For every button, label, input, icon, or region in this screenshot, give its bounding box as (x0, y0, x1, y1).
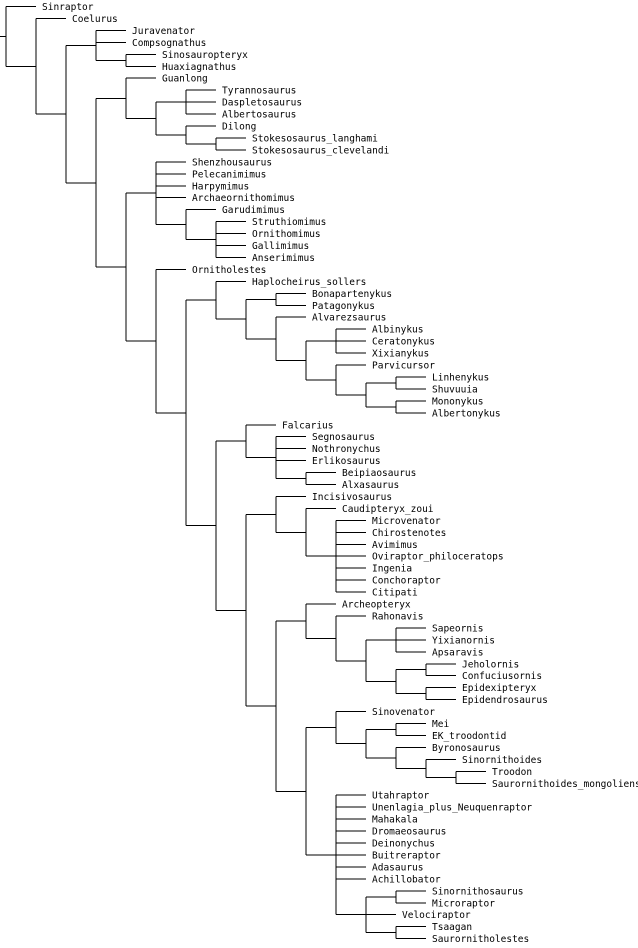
taxon-label-guanlong: Guanlong (162, 74, 208, 85)
taxon-label-nothronychus: Nothronychus (312, 444, 381, 455)
taxon-label-ornitholestes: Ornitholestes (192, 265, 266, 276)
taxon-label-sinraptor: Sinraptor (42, 2, 94, 13)
taxon-label-unenlagia-plus-neuquenraptor: Unenlagia_plus_Neuquenraptor (372, 803, 532, 814)
taxon-label-anserimimus: Anserimimus (252, 253, 315, 264)
taxon-label-alxasaurus: Alxasaurus (342, 480, 399, 491)
taxon-label-ek-troodontid: EK_troodontid (432, 731, 506, 742)
taxon-label-ingenia: Ingenia (372, 564, 412, 575)
taxon-label-juravenator: Juravenator (132, 26, 195, 37)
taxon-label-dilong: Dilong (222, 122, 256, 133)
taxon-label-stokesosaurus-langhami: Stokesosaurus_langhami (252, 133, 378, 144)
taxon-label-ceratonykus: Ceratonykus (372, 337, 435, 348)
taxon-label-gallimimus: Gallimimus (252, 241, 309, 252)
taxon-label-sinornithosaurus: Sinornithosaurus (432, 886, 524, 897)
taxon-label-caudipteryx-zoui: Caudipteryx_zoui (342, 504, 434, 515)
taxon-label-albinykus: Albinykus (372, 325, 423, 336)
taxon-label-albertosaurus: Albertosaurus (222, 110, 296, 121)
taxon-label-sinovenator: Sinovenator (372, 707, 435, 718)
taxon-label-coelurus: Coelurus (72, 14, 118, 25)
taxon-label-harpymimus: Harpymimus (192, 181, 249, 192)
taxon-label-tsaagan: Tsaagan (432, 922, 472, 933)
taxon-label-albertonykus: Albertonykus (432, 408, 501, 419)
taxon-label-archaeornithomimus: Archaeornithomimus (192, 193, 295, 204)
taxon-label-jeholornis: Jeholornis (462, 659, 519, 670)
taxon-label-buitreraptor: Buitreraptor (372, 850, 441, 861)
taxon-label-huaxiagnathus: Huaxiagnathus (162, 62, 236, 73)
taxon-label-ornithomimus: Ornithomimus (252, 229, 321, 240)
taxon-label-mei: Mei (432, 719, 449, 730)
taxon-label-stokesosaurus-clevelandi: Stokesosaurus_clevelandi (252, 145, 390, 156)
taxon-label-segnosaurus: Segnosaurus (312, 432, 375, 443)
taxon-label-incisivosaurus: Incisivosaurus (312, 492, 392, 503)
taxon-label-erlikosaurus: Erlikosaurus (312, 456, 381, 467)
taxon-label-velociraptor: Velociraptor (402, 910, 471, 921)
taxon-label-byronosaurus: Byronosaurus (432, 743, 501, 754)
taxon-label-deinonychus: Deinonychus (372, 839, 435, 850)
taxon-label-parvicursor: Parvicursor (372, 361, 435, 372)
taxon-label-shenzhousaurus: Shenzhousaurus (192, 157, 272, 168)
taxon-label-pelecanimimus: Pelecanimimus (192, 169, 266, 180)
taxon-label-sinosauropteryx: Sinosauropteryx (162, 50, 248, 61)
taxon-label-patagonykus: Patagonykus (312, 301, 375, 312)
taxon-label-struthiomimus: Struthiomimus (252, 217, 326, 228)
taxon-label-yixianornis: Yixianornis (432, 635, 495, 646)
taxon-label-rahonavis: Rahonavis (372, 611, 423, 622)
taxon-label-tyrannosaurus: Tyrannosaurus (222, 86, 296, 97)
taxon-label-xixianykus: Xixianykus (372, 349, 429, 360)
taxon-label-falcarius: Falcarius (282, 420, 333, 431)
taxon-label-troodon: Troodon (492, 767, 532, 778)
cladogram-branches (0, 6, 486, 940)
taxon-label-utahraptor: Utahraptor (372, 791, 429, 802)
taxon-label-avimimus: Avimimus (372, 540, 418, 551)
taxon-label-microraptor: Microraptor (432, 898, 495, 909)
taxon-label-chirostenotes: Chirostenotes (372, 528, 446, 539)
taxon-label-saurornithoides-mongoliensis: Saurornithoides_mongoliensis (492, 779, 638, 790)
taxon-label-microvenator: Microvenator (372, 516, 441, 527)
taxon-label-citipati: Citipati (372, 588, 418, 599)
taxon-label-sinornithoides: Sinornithoides (462, 755, 542, 766)
taxon-label-compsognathus: Compsognathus (132, 38, 206, 49)
taxon-label-sapeornis: Sapeornis (432, 623, 483, 634)
taxon-label-saurornitholestes: Saurornitholestes (432, 934, 529, 945)
taxon-label-alvarezsaurus: Alvarezsaurus (312, 313, 386, 324)
taxon-label-adasaurus: Adasaurus (372, 862, 423, 873)
taxon-label-archeopteryx: Archeopteryx (342, 600, 411, 611)
taxon-label-achillobator: Achillobator (372, 874, 441, 885)
taxon-label-haplocheirus-sollers: Haplocheirus_sollers (252, 277, 366, 288)
taxon-label-shuvuuia: Shuvuuia (432, 384, 478, 395)
taxon-label-epidendrosaurus: Epidendrosaurus (462, 695, 548, 706)
taxon-label-epidexipteryx: Epidexipteryx (462, 683, 537, 694)
taxon-label-apsaravis: Apsaravis (432, 647, 483, 658)
taxon-label-bonapartenykus: Bonapartenykus (312, 289, 392, 300)
taxon-label-confuciusornis: Confuciusornis (462, 671, 542, 682)
taxon-label-daspletosaurus: Daspletosaurus (222, 98, 302, 109)
taxon-label-mahakala: Mahakala (372, 815, 418, 826)
taxon-label-beipiaosaurus: Beipiaosaurus (342, 468, 416, 479)
taxon-label-conchoraptor: Conchoraptor (372, 576, 441, 587)
taxon-label-linhenykus: Linhenykus (432, 372, 489, 383)
taxon-label-garudimimus: Garudimimus (222, 205, 285, 216)
taxon-label-mononykus: Mononykus (432, 396, 483, 407)
taxon-label-dromaeosaurus: Dromaeosaurus (372, 827, 446, 838)
taxon-label-oviraptor-philoceratops: Oviraptor_philoceratops (372, 552, 504, 563)
